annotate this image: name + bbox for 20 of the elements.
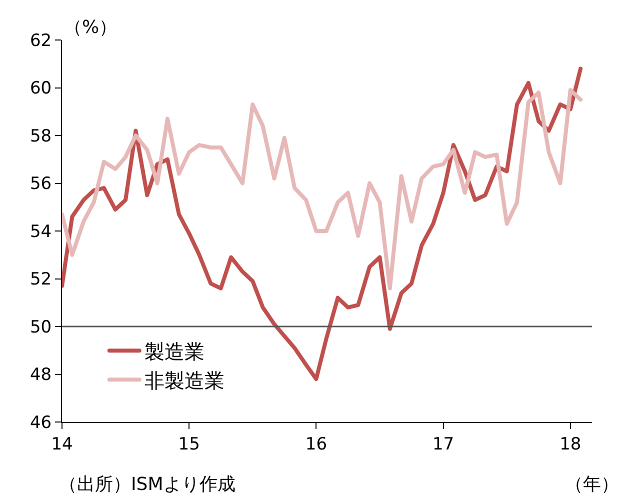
y-tick-label: 58 <box>30 126 52 146</box>
text: （出所）ISMより作成 <box>59 474 236 495</box>
y-tick-label: 48 <box>30 365 52 386</box>
x-tick-label: 16 <box>305 434 328 454</box>
x-tick-label: 17 <box>432 434 454 454</box>
y-tick-label: 54 <box>30 222 52 242</box>
legend-label: 非製造業 <box>144 368 224 392</box>
y-axis-title: （%） <box>64 17 118 38</box>
x-tick-label: 14 <box>51 434 73 454</box>
y-tick-label: 52 <box>30 270 52 290</box>
y-tick-label: 56 <box>30 174 52 194</box>
legend-label: 製造業 <box>144 339 204 364</box>
x-tick-label: 18 <box>560 434 582 454</box>
y-tick-label: 62 <box>30 30 52 51</box>
x-axis-title: （年） <box>565 474 619 495</box>
y-tick-label: 46 <box>30 412 52 433</box>
line-series <box>62 88 583 290</box>
y-tick-label: 60 <box>30 78 52 99</box>
x-tick-label: 15 <box>178 434 200 454</box>
y-tick-label: 50 <box>30 317 52 338</box>
